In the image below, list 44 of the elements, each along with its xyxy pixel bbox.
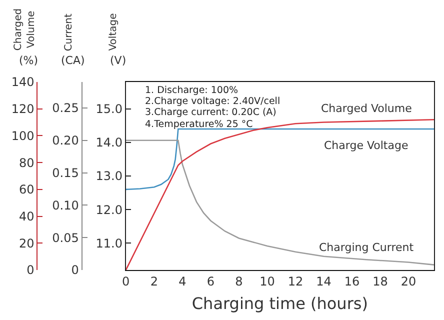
y3-tick-label: 140 bbox=[11, 75, 34, 90]
x-tick-label: 12 bbox=[288, 274, 304, 288]
annotation: 3.Charge current: 0.20C (A) bbox=[145, 107, 276, 118]
line-series bbox=[126, 140, 434, 266]
y-tick-label: 11.0 bbox=[96, 236, 122, 250]
x-tick-label: 16 bbox=[344, 274, 360, 288]
annotation: 1. Discharge: 100% bbox=[145, 85, 238, 96]
y3-tick-label: 20 bbox=[19, 236, 34, 250]
x-tick-label: 18 bbox=[372, 274, 388, 288]
annotation: 2.Charge voltage: 2.40V/cell bbox=[145, 96, 280, 107]
x-tick-label: 10 bbox=[260, 274, 275, 288]
y2-tick-label: 0.20 bbox=[52, 134, 79, 148]
y2-axis-title: Current (CA) bbox=[61, 14, 85, 67]
x-tick-label: 8 bbox=[235, 274, 243, 288]
y-tick-label: 13.0 bbox=[96, 169, 122, 184]
x-tick-label: 4 bbox=[178, 274, 186, 288]
annotation: 4.Temperature% 25 °C bbox=[145, 119, 254, 130]
y-tick-label: 15.0 bbox=[96, 102, 122, 116]
y-tick-label: 12.0 bbox=[96, 202, 122, 217]
x-axis-title: Charging time (hours) bbox=[192, 294, 368, 314]
x-tick-label: 6 bbox=[206, 274, 214, 288]
x-tick-label: 20 bbox=[400, 274, 416, 288]
y3-tick-label: 40 bbox=[19, 209, 34, 224]
y2-tick-label: 0.25 bbox=[52, 101, 79, 116]
y2-tick-label: 0.10 bbox=[52, 198, 79, 212]
y-axis-title: Voltage (V) bbox=[108, 13, 126, 67]
y3-tick-label: 100 bbox=[11, 128, 34, 143]
y2-tick-label: 0 bbox=[71, 263, 79, 278]
x-tick-label: 0 bbox=[122, 274, 130, 288]
x-tick-label: 2 bbox=[150, 274, 158, 288]
y3-tick-label: 80 bbox=[19, 156, 34, 170]
y3-tick-label: 120 bbox=[11, 102, 34, 116]
line-series bbox=[126, 118, 434, 270]
y2-tick-label: 0.05 bbox=[52, 230, 79, 245]
series-label: Charged Volume bbox=[321, 102, 412, 115]
x-tick-label: 14 bbox=[316, 274, 332, 288]
series-label: Charge Voltage bbox=[324, 139, 408, 152]
series-label: Charging Current bbox=[319, 241, 414, 254]
y2-tick-label: 0.15 bbox=[52, 166, 79, 180]
line-series bbox=[126, 128, 434, 190]
y3-tick-label: 60 bbox=[19, 182, 34, 197]
y-tick-label: 14.0 bbox=[96, 136, 122, 150]
y3-tick-label: 0 bbox=[26, 263, 34, 278]
y3-axis-title: Charged Volume (%) bbox=[13, 8, 38, 67]
